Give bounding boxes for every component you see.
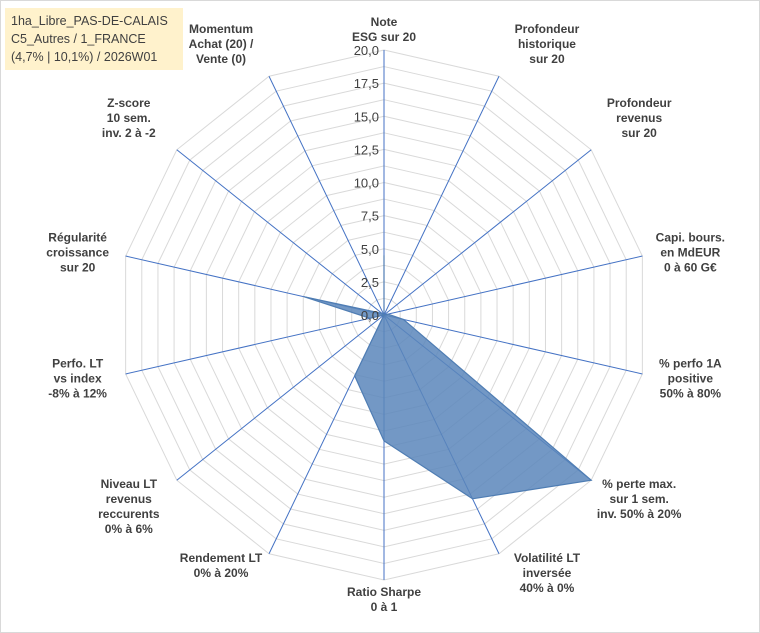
radial-tick-labels: 0,0 2,5 5,0 7,5 10,0 12,5 15,0 17,5 20,0 — [354, 43, 379, 323]
axis-label: % perte max. sur 1 sem. inv. 50% à 20% — [597, 477, 682, 521]
radar-spoke — [125, 314, 385, 375]
radar-spoke — [383, 255, 643, 316]
axis-label: Volatilité LT inversée 40% à 0% — [514, 551, 581, 595]
axis-label-line: Capi. bours. — [656, 231, 725, 245]
title-line-2: C5_Autres / 1_FRANCE — [11, 32, 146, 46]
axis-label-line: Note — [371, 15, 398, 29]
axis-label-line: sur 1 sem. — [609, 492, 668, 506]
title-line-1: 1ha_Libre_PAS-DE-CALAIS — [11, 14, 168, 28]
axis-label-line: Profondeur — [515, 22, 580, 36]
tick-label: 20,0 — [354, 43, 379, 58]
radar-spoke — [268, 76, 385, 316]
axis-label: Ratio Sharpe 0 à 1 — [347, 585, 421, 614]
axis-label-line: 50% à 80% — [660, 386, 722, 400]
axis-label-line: ESG sur 20 — [352, 30, 416, 44]
axis-label-line: vs index — [54, 371, 102, 385]
axis-label-line: Profondeur — [607, 96, 672, 110]
axis-label-line: Niveau LT — [101, 477, 158, 491]
axis-label-line: Z-score — [107, 96, 151, 110]
axis-label-line: sur 20 — [622, 126, 658, 140]
axis-label: Niveau LT revenus reccurents 0% à 6% — [98, 477, 160, 536]
radar-spoke — [176, 314, 385, 481]
radar-spoke — [383, 149, 592, 316]
tick-label: 5,0 — [361, 242, 379, 257]
title-box: 1ha_Libre_PAS-DE-CALAIS C5_Autres / 1_FR… — [5, 8, 183, 70]
axis-label-line: 0% à 6% — [105, 522, 153, 536]
axis-label: Régularité croissance sur 20 — [46, 231, 109, 275]
axis-label-line: Vente (0) — [196, 52, 246, 66]
tick-label: 2,5 — [361, 275, 379, 290]
axis-label-line: inv. 50% à 20% — [597, 507, 682, 521]
axis-label-line: 0 à 60 G€ — [664, 261, 717, 275]
axis-label-line: 10 sem. — [107, 111, 151, 125]
axis-label: Momentum Achat (20) / Vente (0) — [189, 22, 254, 66]
axis-label-line: -8% à 12% — [48, 386, 107, 400]
tick-label: 12,5 — [354, 142, 379, 157]
axis-label: Perfo. LT vs index -8% à 12% — [48, 356, 107, 400]
axis-label: Profondeur historique sur 20 — [515, 22, 580, 66]
axis-label-line: revenus — [616, 111, 662, 125]
axis-label-line: 40% à 0% — [520, 581, 575, 595]
tick-label: 0,0 — [361, 308, 379, 323]
axis-label-line: Perfo. LT — [52, 356, 104, 370]
axis-label: % perfo 1A positive 50% à 80% — [659, 356, 722, 400]
tick-label: 10,0 — [354, 176, 379, 191]
axis-label-line: % perte max. — [602, 477, 676, 491]
axis-label-line: Rendement LT — [180, 551, 263, 565]
axis-label-line: Volatilité LT — [514, 551, 581, 565]
tick-label: 17,5 — [354, 76, 379, 91]
axis-label-line: Momentum — [189, 22, 253, 36]
axis-label-line: sur 20 — [60, 261, 96, 275]
axis-label: Rendement LT 0% à 20% — [180, 551, 263, 580]
axis-label-line: revenus — [106, 492, 152, 506]
axis-label: Note ESG sur 20 — [352, 15, 416, 44]
axis-label-line: historique — [518, 37, 576, 51]
axis-label-line: sur 20 — [529, 52, 565, 66]
radar-series — [303, 255, 593, 500]
axis-label: Capi. bours. en MdEUR 0 à 60 G€ — [656, 231, 725, 275]
axis-label-line: Achat (20) / — [189, 37, 254, 51]
axis-label-line: positive — [668, 371, 714, 385]
axis-label-line: reccurents — [98, 507, 160, 521]
axis-label-line: % perfo 1A — [659, 356, 722, 370]
axis-label-line: inv. 2 à -2 — [102, 126, 156, 140]
radar-spoke — [383, 76, 500, 316]
radar-spoke — [383, 314, 643, 375]
axis-label-line: Régularité — [48, 231, 107, 245]
series-area — [303, 255, 593, 500]
axis-label-line: Ratio Sharpe — [347, 585, 421, 599]
axis-label: Z-score 10 sem. inv. 2 à -2 — [102, 96, 156, 140]
tick-label: 15,0 — [354, 109, 379, 124]
axis-label-line: inversée — [523, 566, 572, 580]
axis-label: Profondeur revenus sur 20 — [607, 96, 672, 140]
axis-label-line: 0 à 1 — [371, 600, 398, 614]
axis-label-line: 0% à 20% — [194, 566, 249, 580]
axis-label-line: croissance — [46, 246, 109, 260]
tick-label: 7,5 — [361, 209, 379, 224]
radar-spoke — [176, 149, 385, 316]
title-line-3: (4,7% | 10,1%) / 2026W01 — [11, 50, 158, 64]
axis-label-line: en MdEUR — [660, 246, 720, 260]
